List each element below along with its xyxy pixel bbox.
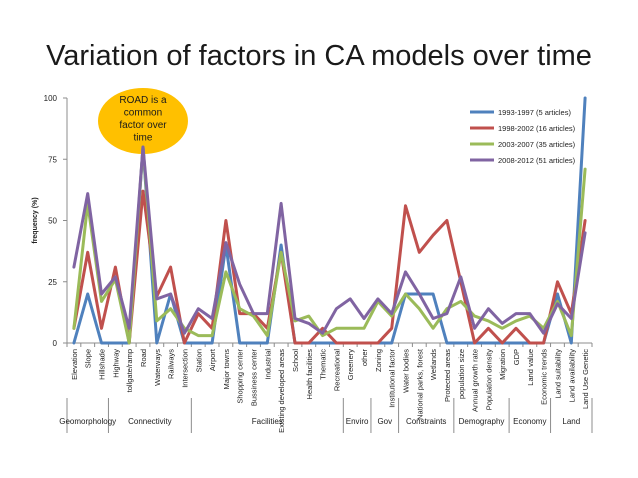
group-label: Enviro — [346, 417, 369, 426]
x-tick-label: Land availability — [567, 349, 576, 403]
x-tick-label: Recreational — [332, 349, 341, 391]
x-tick-label: National parks, forest — [415, 348, 424, 420]
x-tick-label: Zoning — [374, 349, 383, 372]
x-tick-label: Institutional factor — [388, 348, 397, 407]
y-axis-label: frequency (%) — [32, 197, 39, 243]
x-tick-label: Intersection — [180, 349, 189, 388]
legend-label-2: 1998-2002 (16 articles) — [498, 124, 576, 133]
x-tick-label: Land Use Genetic — [581, 349, 590, 409]
x-tick-label: Population density — [484, 349, 493, 411]
x-tick-label: Railways — [167, 349, 176, 379]
series-line-1 — [72, 96, 587, 345]
x-tick-label: Annual growth rate — [471, 349, 480, 412]
x-tick-label: Migration — [498, 349, 507, 380]
x-tick-label: Elevation — [70, 349, 79, 380]
annotation-text-line: time — [134, 133, 153, 144]
group-label: Gov — [377, 417, 392, 426]
x-tick-label: Shopping center — [236, 348, 245, 403]
y-tick-label: 100 — [44, 94, 58, 103]
group-label: Demography — [459, 417, 505, 426]
x-tick-label: Highway — [111, 349, 120, 378]
group-label: Land — [562, 417, 580, 426]
chart-title: Variation of factors in CA models over t… — [46, 40, 592, 72]
x-tick-label: Station — [194, 349, 203, 372]
legend-label-4: 2008-2012 (51 articles) — [498, 156, 576, 165]
x-tick-label: GDP — [512, 349, 521, 365]
y-tick-label: 0 — [53, 339, 58, 348]
x-tick-label: Bussiness center — [250, 349, 259, 407]
annotation-text-line: common — [124, 108, 162, 119]
group-label: Economy — [513, 417, 546, 426]
x-tick-label: Protected areas — [443, 349, 452, 402]
annotation-bubble — [97, 88, 188, 154]
x-tick-label: Water bodies — [402, 349, 411, 393]
legend-label-3: 2003-2007 (35 articles) — [498, 140, 576, 149]
group-label: Connectivity — [128, 417, 172, 426]
y-tick-label: 50 — [48, 217, 57, 226]
x-tick-label: Thematic — [319, 349, 328, 380]
x-tick-label: Industrial — [263, 349, 272, 380]
x-tick-label: School — [291, 349, 300, 372]
x-tick-label: Slope — [84, 349, 93, 368]
group-label: Facilities — [252, 417, 283, 426]
group-label: Geomorphology — [59, 417, 116, 426]
y-tick-label: 25 — [48, 278, 57, 287]
x-tick-label: Existing developed areas — [277, 349, 286, 433]
x-tick-label: Wetlands — [429, 349, 438, 380]
legend-label-1: 1993-1997 (5 articles) — [498, 108, 571, 117]
x-tick-label: Economic trends — [540, 349, 549, 405]
x-tick-label: population size — [457, 349, 466, 399]
x-tick-label: Land suitability — [554, 349, 563, 399]
x-tick-label: Land value — [526, 349, 535, 386]
series-line-2 — [72, 189, 587, 345]
x-tick-label: Health facilities — [305, 349, 314, 400]
group-label: Constraints — [406, 417, 446, 426]
x-tick-label: other — [360, 349, 369, 367]
x-tick-label: Waterways — [153, 349, 162, 386]
x-tick-label: tollgate/ramp — [125, 349, 134, 392]
x-tick-label: Hillshade — [98, 349, 107, 380]
x-tick-label: Road — [139, 349, 148, 367]
y-tick-label: 75 — [48, 155, 57, 164]
series-line-4 — [72, 145, 587, 335]
annotation-text: ROAD is a common factor over time — [119, 95, 167, 144]
x-tick-label: Major towns — [222, 349, 231, 390]
series-line-3 — [72, 145, 587, 345]
annotation-text-line: factor over — [119, 120, 167, 131]
annotation-text-line: ROAD is a — [119, 95, 167, 106]
x-tick-label: Greenery — [346, 349, 355, 381]
x-tick-label: Airport — [208, 348, 217, 371]
